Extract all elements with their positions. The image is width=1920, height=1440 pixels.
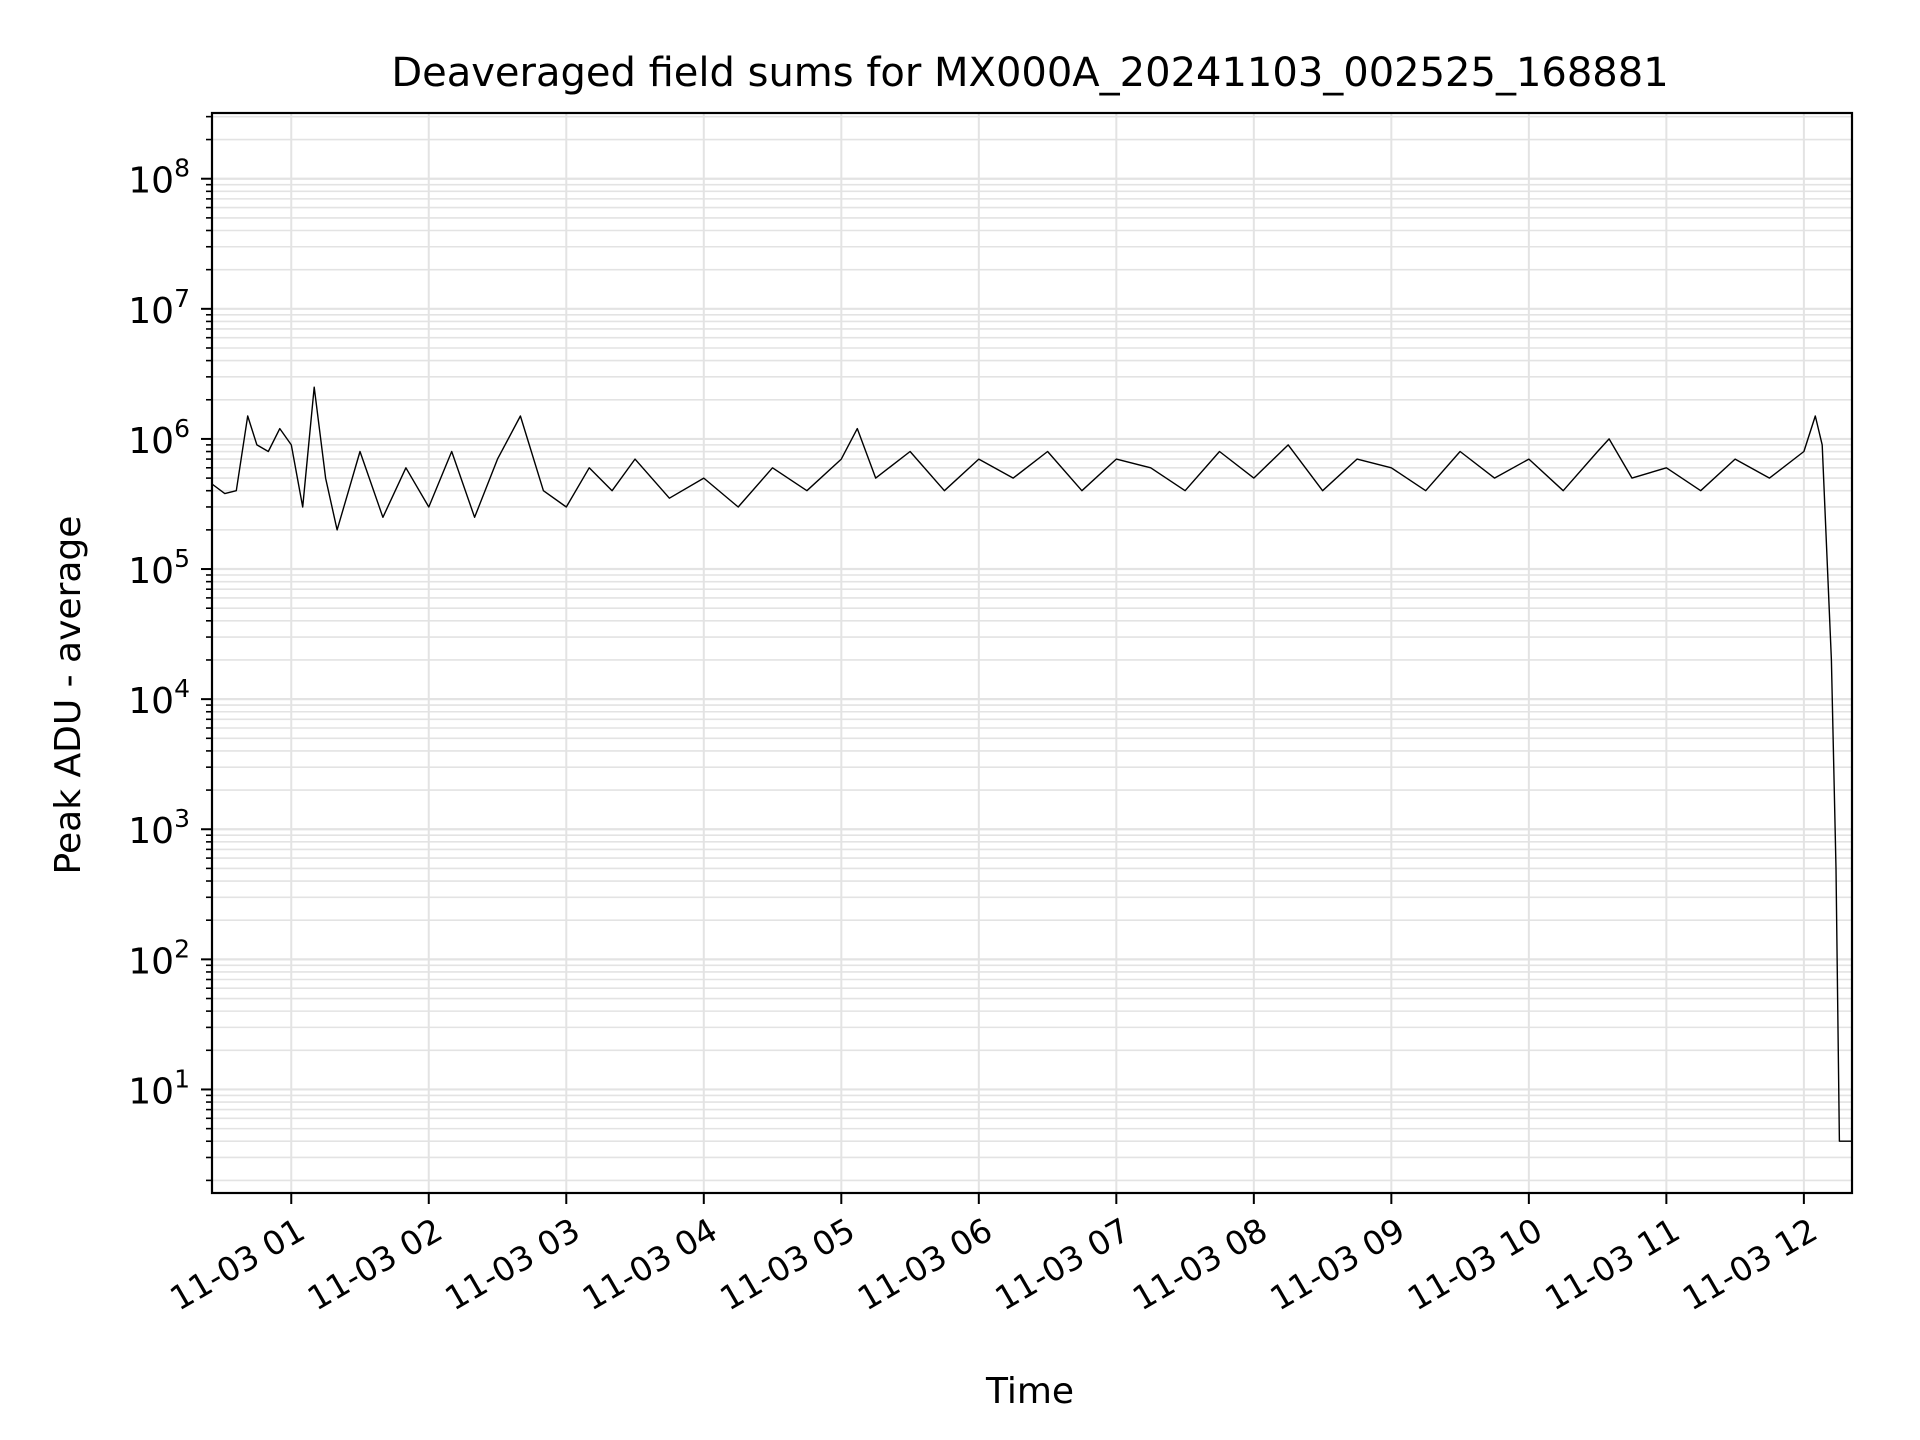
x-tick-label: 11-03 08	[1126, 1210, 1274, 1318]
grid-lines	[212, 113, 1852, 1193]
x-axis-label: Time	[985, 1371, 1074, 1412]
x-tick-label: 11-03 01	[163, 1210, 311, 1318]
y-tick-label: 103	[128, 804, 190, 852]
x-tick-label: 11-03 09	[1263, 1210, 1411, 1318]
series-layer	[211, 386, 1852, 1142]
y-axis-label: Peak ADU - average	[48, 516, 89, 875]
x-tick-label: 11-03 12	[1676, 1210, 1824, 1318]
y-tick-label: 104	[128, 674, 190, 722]
x-tick-label: 11-03 02	[301, 1210, 449, 1318]
y-tick-label: 108	[128, 154, 190, 202]
y-axis-ticks: 101 102 103 104 105 106 107 108	[128, 115, 212, 1182]
y-tick-label: 107	[128, 284, 190, 332]
series-line	[211, 386, 1852, 1142]
plot-frame	[210, 111, 1854, 1195]
y-tick-label: 106	[128, 414, 190, 462]
y-tick-label: 105	[128, 544, 190, 592]
x-tick-label: 11-03 06	[851, 1210, 999, 1318]
x-tick-label: 11-03 03	[438, 1210, 586, 1318]
x-tick-label: 11-03 04	[576, 1210, 724, 1318]
x-tick-label: 11-03 07	[988, 1210, 1136, 1318]
y-tick-label: 101	[128, 1064, 190, 1112]
y-tick-label: 102	[128, 934, 190, 982]
x-tick-label: 11-03 05	[713, 1210, 861, 1318]
x-tick-label: 11-03 10	[1401, 1210, 1549, 1318]
x-tick-label: 11-03 11	[1538, 1210, 1686, 1318]
chart-title: Deaveraged field sums for MX000A_2024110…	[391, 50, 1668, 96]
